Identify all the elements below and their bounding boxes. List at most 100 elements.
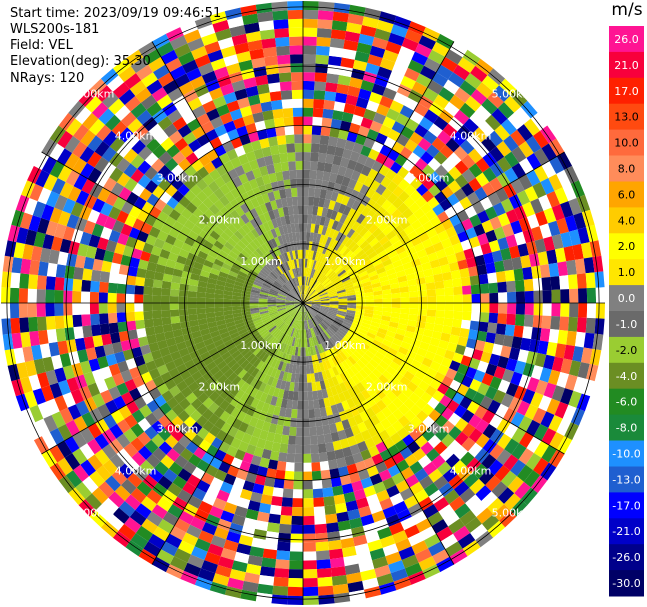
velocity-gate bbox=[259, 566, 276, 577]
velocity-gate bbox=[269, 347, 277, 357]
velocity-gate bbox=[214, 176, 226, 188]
velocity-gate bbox=[270, 228, 278, 239]
velocity-gate bbox=[400, 308, 410, 315]
velocity-gate bbox=[363, 312, 374, 318]
range-ring-label: 2.00km bbox=[199, 381, 241, 394]
velocity-gate bbox=[340, 274, 350, 281]
velocity-gate bbox=[344, 250, 354, 259]
velocity-gate bbox=[333, 101, 346, 112]
velocity-gate bbox=[539, 264, 551, 278]
velocity-gate bbox=[303, 214, 308, 224]
velocity-gate bbox=[245, 150, 257, 162]
velocity-gate bbox=[187, 297, 197, 303]
velocity-gate bbox=[361, 277, 371, 284]
velocity-gate bbox=[336, 342, 345, 352]
velocity-gate bbox=[267, 356, 275, 367]
velocity-gate bbox=[146, 453, 161, 468]
velocity-gate bbox=[377, 327, 388, 335]
velocity-gate bbox=[67, 404, 82, 420]
velocity-gate bbox=[153, 271, 164, 281]
velocity-gate bbox=[326, 73, 340, 84]
velocity-gate bbox=[533, 148, 550, 166]
velocity-gate bbox=[272, 585, 289, 596]
velocity-gate bbox=[360, 514, 375, 527]
velocity-gate bbox=[328, 271, 336, 280]
velocity-gate bbox=[326, 270, 335, 278]
velocity-gate bbox=[178, 81, 195, 96]
velocity-gate bbox=[356, 203, 366, 214]
velocity-gate bbox=[301, 285, 303, 295]
velocity-gate bbox=[254, 321, 264, 328]
velocity-gate bbox=[329, 38, 345, 49]
velocity-gate bbox=[75, 481, 92, 500]
velocity-gate bbox=[432, 353, 444, 365]
velocity-gate bbox=[449, 548, 468, 565]
velocity-gate bbox=[291, 289, 298, 297]
velocity-gate bbox=[303, 303, 306, 312]
velocity-gate bbox=[463, 248, 475, 260]
velocity-gate bbox=[267, 261, 276, 270]
velocity-gate bbox=[180, 144, 194, 158]
velocity-gate bbox=[339, 438, 350, 449]
velocity-gate bbox=[305, 249, 309, 259]
velocity-gate bbox=[236, 543, 252, 555]
velocity-gate bbox=[366, 100, 380, 113]
velocity-gate bbox=[376, 489, 390, 502]
velocity-gate bbox=[189, 246, 201, 256]
velocity-gate bbox=[355, 134, 367, 146]
velocity-gate bbox=[191, 267, 202, 276]
velocity-gate bbox=[295, 329, 299, 339]
velocity-gate bbox=[572, 346, 584, 363]
velocity-gate bbox=[180, 208, 193, 220]
velocity-gate bbox=[370, 213, 381, 224]
velocity-gate bbox=[273, 162, 283, 173]
velocity-gate bbox=[182, 131, 197, 145]
velocity-gate bbox=[445, 453, 460, 468]
velocity-gate bbox=[367, 346, 378, 356]
velocity-gate bbox=[319, 243, 326, 254]
velocity-gate bbox=[266, 366, 275, 376]
azimuth-spoke bbox=[41, 302, 304, 455]
velocity-gate bbox=[117, 273, 128, 285]
velocity-gate bbox=[287, 280, 294, 289]
velocity-gate bbox=[236, 274, 247, 281]
velocity-gate bbox=[303, 152, 311, 162]
velocity-gate bbox=[362, 338, 373, 347]
velocity-gate bbox=[291, 250, 297, 260]
velocity-gate bbox=[208, 413, 220, 426]
velocity-gate bbox=[429, 259, 441, 269]
velocity-gate bbox=[81, 411, 96, 428]
velocity-gate bbox=[116, 303, 126, 313]
velocity-gate bbox=[236, 51, 252, 63]
velocity-gate bbox=[221, 335, 232, 344]
velocity-gate bbox=[182, 481, 197, 496]
velocity-gate bbox=[431, 137, 446, 152]
velocity-gate bbox=[202, 420, 215, 433]
velocity-gate bbox=[446, 253, 458, 264]
velocity-gate bbox=[577, 362, 590, 379]
velocity-gate bbox=[311, 301, 321, 303]
velocity-gate bbox=[357, 153, 368, 166]
velocity-gate bbox=[317, 324, 324, 333]
velocity-gate bbox=[532, 315, 543, 329]
velocity-gate bbox=[154, 461, 169, 476]
velocity-gate bbox=[321, 225, 328, 236]
velocity-gate bbox=[368, 148, 380, 161]
velocity-gate bbox=[267, 295, 277, 299]
velocity-gate bbox=[370, 321, 381, 328]
velocity-gate bbox=[284, 470, 295, 481]
velocity-gate bbox=[266, 431, 276, 442]
velocity-gate bbox=[238, 173, 249, 185]
velocity-gate bbox=[308, 355, 313, 365]
velocity-gate bbox=[257, 466, 268, 477]
velocity-gate bbox=[349, 77, 363, 89]
velocity-gate bbox=[421, 190, 435, 203]
velocity-gate bbox=[363, 315, 373, 322]
velocity-gate bbox=[248, 131, 260, 143]
velocity-gate bbox=[9, 287, 20, 303]
velocity-gate bbox=[232, 309, 242, 315]
velocity-gate bbox=[247, 271, 257, 279]
velocity-gate bbox=[350, 424, 361, 436]
velocity-gate bbox=[244, 384, 255, 396]
